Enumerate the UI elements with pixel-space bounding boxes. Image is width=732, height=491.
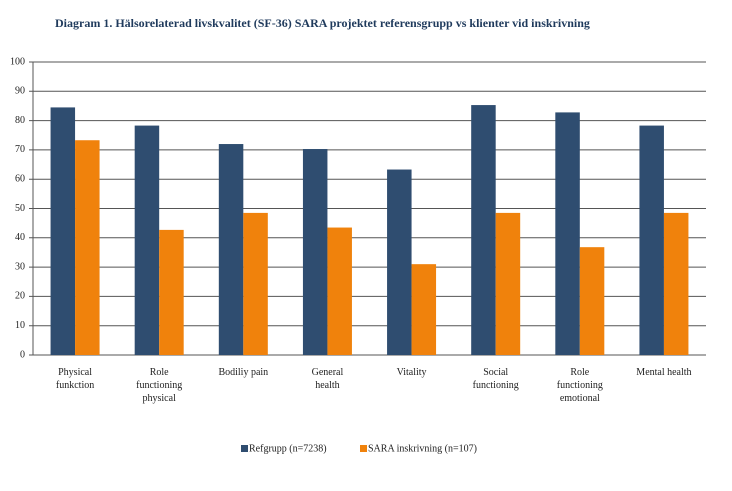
legend-swatch [241, 445, 248, 452]
x-tick-label: Mental health [636, 367, 691, 378]
legend-label: SARA inskrivning (n=107) [368, 443, 477, 454]
bar [75, 140, 100, 355]
chart-title: Diagram 1. Hälsorelaterad livskvalitet (… [55, 16, 590, 30]
bar [663, 212, 689, 355]
x-tick-label: Role functioning physical [136, 367, 182, 404]
bar [555, 112, 580, 356]
bar [243, 212, 268, 355]
x-tick-label: Role functioning emotional [557, 367, 603, 404]
y-tick-label: 70 [15, 144, 25, 155]
y-tick-label: 90 [15, 86, 25, 97]
bar [411, 264, 437, 355]
x-tick-label: Physical funkction [56, 367, 94, 391]
bar [302, 149, 328, 355]
bar [327, 227, 352, 355]
bar [579, 247, 605, 355]
bar [50, 107, 76, 355]
legend-label: Refgrupp (n=7238) [249, 443, 327, 454]
y-tick-label: 20 [15, 291, 25, 302]
bar [387, 169, 412, 355]
bar [471, 105, 496, 355]
x-tick-label: General health [312, 367, 344, 391]
bar [159, 229, 184, 355]
x-tick-label: Bodiliy pain [218, 367, 268, 378]
bar [495, 212, 521, 355]
bar [639, 125, 664, 356]
y-tick-label: 60 [15, 173, 25, 184]
y-tick-label: 50 [15, 203, 25, 214]
y-tick-label: 0 [20, 349, 25, 360]
bar [134, 125, 160, 356]
bar [218, 144, 244, 355]
y-tick-label: 10 [15, 320, 25, 331]
y-tick-label: 80 [15, 115, 25, 126]
x-tick-label: Social functioning [473, 367, 519, 391]
x-tick-label: Vitality [397, 367, 427, 378]
y-tick-label: 40 [15, 232, 25, 243]
y-tick-label: 30 [15, 261, 25, 272]
legend-swatch [360, 445, 367, 452]
y-tick-label: 100 [10, 56, 25, 67]
